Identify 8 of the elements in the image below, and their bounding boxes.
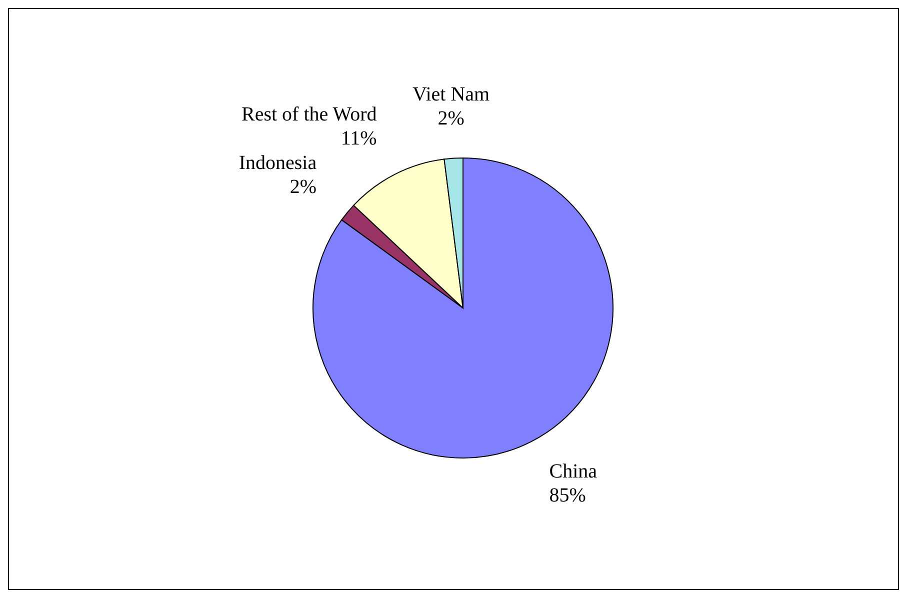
slice-label: Indonesia [238,152,317,174]
data-label: 11% [340,128,377,150]
data-label: 2% [438,107,464,130]
slice-label: China [549,460,598,482]
data-label: 85% [549,484,586,506]
slice-label: Rest of the Word [242,104,377,126]
slice-label: Viet Nam [412,83,490,106]
data-label: 2% [290,176,317,198]
